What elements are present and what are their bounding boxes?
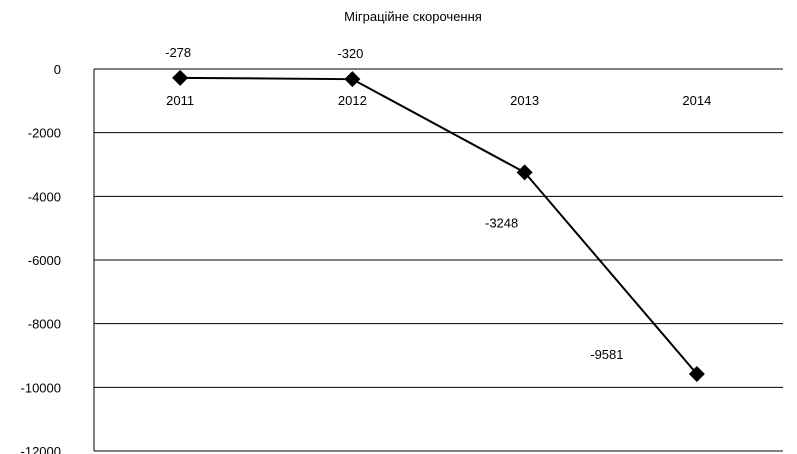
- data-point: [688, 365, 705, 382]
- y-tick-label: -10000: [21, 380, 61, 395]
- y-tick-label: -8000: [28, 317, 61, 332]
- x-tick-label: 2011: [166, 93, 194, 108]
- data-labels: -278 -320 -3248 -9581: [165, 45, 623, 362]
- y-tick-label: -2000: [28, 126, 61, 141]
- y-tick-label: -12000: [21, 444, 61, 454]
- data-label: -320: [337, 46, 363, 61]
- data-label: -278: [165, 45, 191, 60]
- chart-title: Міграційне скорочення: [344, 9, 482, 24]
- y-tick-label: -6000: [28, 253, 61, 268]
- gridlines: [94, 68, 783, 452]
- data-label: -9581: [590, 347, 623, 362]
- x-tick-label: 2014: [682, 93, 711, 108]
- y-tick-label: -4000: [28, 189, 61, 204]
- data-label: -3248: [485, 215, 518, 230]
- x-tick-label: 2012: [338, 93, 367, 108]
- series: [172, 69, 705, 382]
- data-point: [516, 164, 533, 181]
- data-point: [172, 69, 189, 86]
- x-axis-ticks: 2011 2012 2013 2014: [166, 93, 711, 108]
- x-tick-label: 2013: [510, 93, 539, 108]
- y-axis-ticks: 0 -2000 -4000 -6000 -8000 -10000 -12000: [21, 62, 61, 454]
- y-tick-label: 0: [54, 62, 61, 77]
- series-line: [180, 76, 698, 375]
- data-point: [344, 71, 361, 88]
